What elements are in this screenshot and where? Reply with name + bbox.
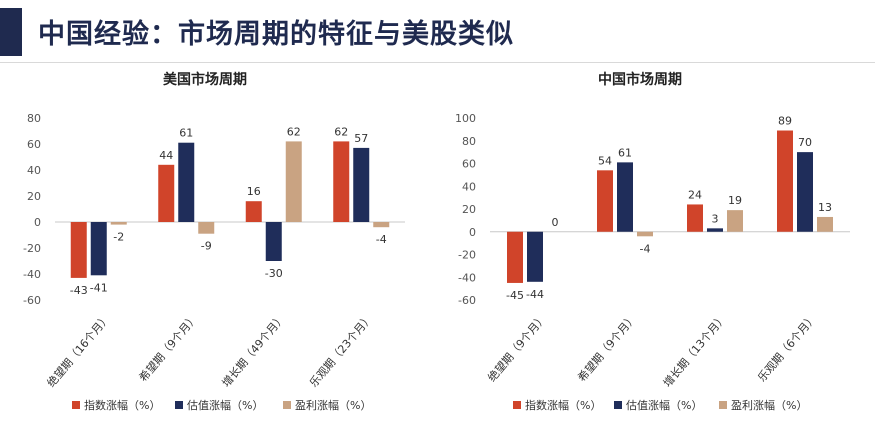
cn-y-tick-label: -40 bbox=[458, 271, 476, 284]
cn-data-label: -4 bbox=[640, 242, 651, 255]
us-data-label: -2 bbox=[113, 231, 124, 244]
us-legend-swatch bbox=[283, 401, 291, 409]
us-y-tick-label: 40 bbox=[27, 164, 41, 177]
cn-data-label: -45 bbox=[506, 289, 524, 302]
cn-data-label: 3 bbox=[712, 212, 719, 225]
cn-legend-label: 估值涨幅（%） bbox=[626, 399, 702, 412]
cn-bar bbox=[687, 204, 703, 232]
cn-category-label: 增长期（13个月） bbox=[660, 311, 729, 390]
us-bar bbox=[285, 141, 302, 222]
us-bar bbox=[373, 222, 390, 228]
us-bar bbox=[265, 222, 282, 261]
cn-y-tick-label: 100 bbox=[455, 112, 476, 125]
cn-data-label: 54 bbox=[598, 154, 612, 167]
us-bar bbox=[90, 222, 107, 276]
us-y-tick-label: -40 bbox=[23, 268, 41, 281]
cn-y-tick-label: 20 bbox=[462, 203, 476, 216]
cn-data-label: 61 bbox=[618, 146, 632, 159]
us-data-label: 62 bbox=[334, 125, 348, 138]
us-legend-label: 指数涨幅（%） bbox=[84, 398, 160, 412]
us-bar bbox=[198, 222, 215, 234]
cn-category-label: 希望期（9个月） bbox=[575, 311, 640, 384]
cn-bar bbox=[617, 162, 633, 232]
us-data-label: 61 bbox=[179, 127, 193, 140]
cn-y-tick-label: 40 bbox=[462, 180, 476, 193]
cn-data-label: 13 bbox=[818, 201, 832, 214]
cn-data-label: 70 bbox=[798, 136, 812, 149]
cn-y-tick-label: 60 bbox=[462, 158, 476, 171]
us-bar bbox=[245, 201, 262, 222]
us-data-label: 44 bbox=[159, 149, 173, 162]
us-data-label: 62 bbox=[287, 125, 301, 138]
us-bar bbox=[178, 142, 195, 222]
cn-bar bbox=[727, 210, 743, 232]
cn-chart-title: 中国市场周期 bbox=[598, 71, 682, 88]
us-bar bbox=[158, 164, 175, 222]
cn-data-label: 24 bbox=[688, 188, 702, 201]
cn-legend-swatch bbox=[614, 401, 622, 409]
cn-bar bbox=[597, 170, 613, 232]
cn-bar bbox=[707, 228, 723, 232]
us-bar bbox=[70, 222, 87, 278]
us-legend-swatch bbox=[175, 401, 183, 409]
us-y-tick-label: -60 bbox=[23, 294, 41, 307]
cn-data-label: 89 bbox=[778, 115, 792, 128]
cn-bar bbox=[777, 130, 793, 232]
us-bar bbox=[333, 141, 350, 222]
cn-data-label: 19 bbox=[728, 194, 742, 207]
cn-y-tick-label: -60 bbox=[458, 294, 476, 307]
cn-bar bbox=[527, 231, 543, 282]
us-bar bbox=[110, 222, 127, 225]
us-bar bbox=[353, 147, 370, 222]
us-legend-label: 估值涨幅（%） bbox=[187, 399, 263, 412]
cn-data-label: -44 bbox=[526, 288, 544, 301]
cn-bar bbox=[817, 216, 833, 232]
us-data-label: -4 bbox=[376, 233, 387, 246]
cn-y-tick-label: 80 bbox=[462, 135, 476, 148]
us-chart-title: 美国市场周期 bbox=[163, 71, 247, 88]
us-data-label: -30 bbox=[265, 267, 283, 280]
us-y-tick-label: 80 bbox=[27, 112, 41, 125]
cn-data-label: 0 bbox=[552, 216, 559, 229]
title-accent-bar bbox=[0, 8, 22, 56]
us-data-label: 16 bbox=[247, 185, 261, 198]
cn-y-tick-label: 0 bbox=[469, 226, 476, 239]
cn-legend-swatch bbox=[719, 401, 727, 409]
cn-bar bbox=[797, 152, 813, 232]
cn-bar bbox=[637, 231, 653, 237]
us-y-tick-label: -20 bbox=[23, 242, 41, 255]
page-title: 中国经验：市场周期的特征与美股类似 bbox=[38, 19, 514, 50]
cn-legend-label: 盈利涨幅（%） bbox=[731, 399, 807, 412]
cn-category-label: 绝望期（9个月） bbox=[485, 311, 550, 384]
header-divider bbox=[0, 62, 875, 63]
us-data-label: 57 bbox=[354, 132, 368, 145]
us-y-tick-label: 0 bbox=[34, 216, 41, 229]
us-legend-label: 盈利涨幅（%） bbox=[295, 399, 371, 412]
cn-y-tick-label: -20 bbox=[458, 249, 476, 262]
us-legend-swatch bbox=[72, 401, 80, 409]
us-y-tick-label: 60 bbox=[27, 138, 41, 151]
cn-legend-label: 指数涨幅（%） bbox=[525, 398, 601, 412]
us-data-label: -41 bbox=[90, 281, 108, 294]
cn-category-label: 乐观期（6个月） bbox=[755, 312, 819, 385]
us-y-tick-label: 20 bbox=[27, 190, 41, 203]
cn-legend-swatch bbox=[513, 401, 521, 409]
us-data-label: -9 bbox=[201, 240, 212, 253]
us-data-label: -43 bbox=[70, 284, 88, 297]
cn-bar bbox=[507, 231, 523, 283]
